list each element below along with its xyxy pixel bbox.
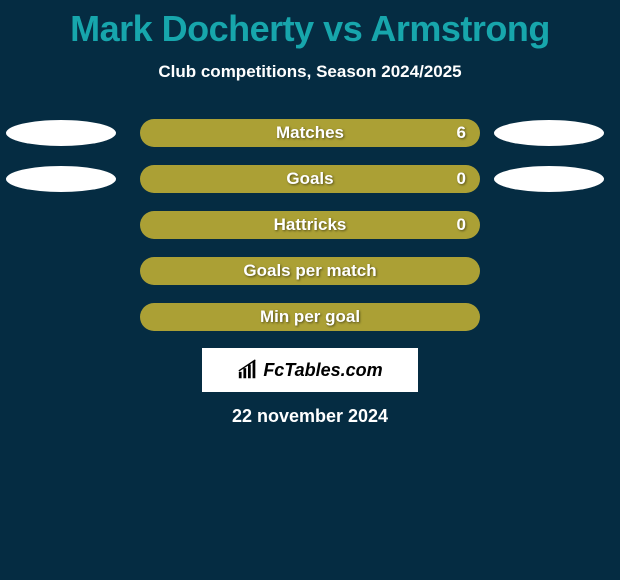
stat-bar: Hattricks 0 [140, 211, 480, 239]
brand-label: FcTables.com [263, 360, 382, 381]
chart-row: Goals per match [0, 248, 620, 294]
chart-row: Matches 6 [0, 110, 620, 156]
stat-bar: Goals per match [140, 257, 480, 285]
ellipse-left-icon [6, 120, 116, 146]
chart-icon [237, 359, 259, 381]
page-title: Mark Docherty vs Armstrong [0, 0, 620, 50]
chart-row: Min per goal [0, 294, 620, 340]
chart-row: Goals 0 [0, 156, 620, 202]
stat-label: Hattricks [274, 215, 347, 235]
comparison-chart: Matches 6 Goals 0 Hattricks 0 Goals per … [0, 110, 620, 340]
stat-value: 6 [457, 123, 466, 143]
brand-box: FcTables.com [202, 348, 418, 392]
stat-label: Goals per match [243, 261, 376, 281]
stat-value: 0 [457, 215, 466, 235]
stat-label: Goals [286, 169, 333, 189]
date-label: 22 november 2024 [0, 406, 620, 427]
stat-bar: Min per goal [140, 303, 480, 331]
ellipse-right-icon [494, 120, 604, 146]
stat-bar: Matches 6 [140, 119, 480, 147]
subtitle: Club competitions, Season 2024/2025 [0, 62, 620, 82]
ellipse-right-icon [494, 166, 604, 192]
stat-bar: Goals 0 [140, 165, 480, 193]
stat-label: Matches [276, 123, 344, 143]
ellipse-left-icon [6, 166, 116, 192]
stat-value: 0 [457, 169, 466, 189]
stat-label: Min per goal [260, 307, 360, 327]
chart-row: Hattricks 0 [0, 202, 620, 248]
